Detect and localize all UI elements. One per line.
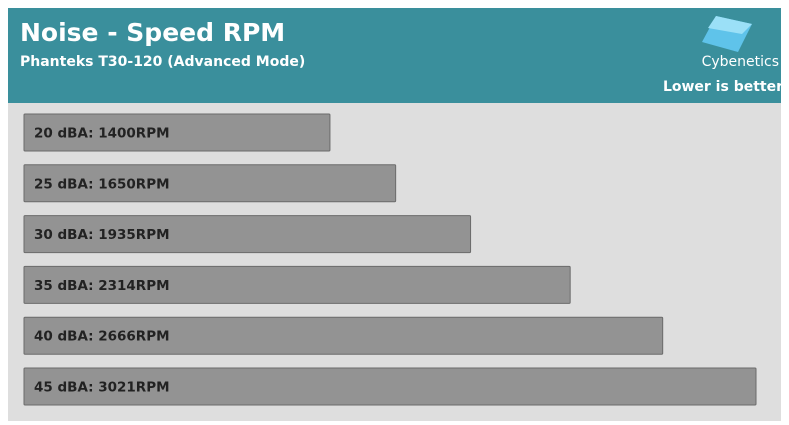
bar (23, 113, 331, 152)
bar (23, 164, 397, 203)
annotation: Lower is better (663, 79, 783, 95)
bar (23, 215, 472, 254)
header (8, 8, 781, 103)
bar-label: 20 dBA: 1400RPM (34, 126, 170, 142)
bar-label: 40 dBA: 2666RPM (34, 329, 170, 345)
chart-subtitle: Phanteks T30-120 (Advanced Mode) (20, 54, 305, 70)
bar-label: 35 dBA: 2314RPM (34, 278, 170, 294)
bar-label: 25 dBA: 1650RPM (34, 176, 170, 192)
chart-title: Noise - Speed RPM (20, 18, 285, 47)
bar-label: 30 dBA: 1935RPM (34, 227, 170, 243)
logo (702, 16, 752, 52)
bar (23, 265, 571, 304)
bar-label: 45 dBA: 3021RPM (34, 380, 170, 396)
bar (23, 367, 757, 406)
bar (23, 316, 664, 355)
brand: Cybenetics (702, 54, 779, 70)
